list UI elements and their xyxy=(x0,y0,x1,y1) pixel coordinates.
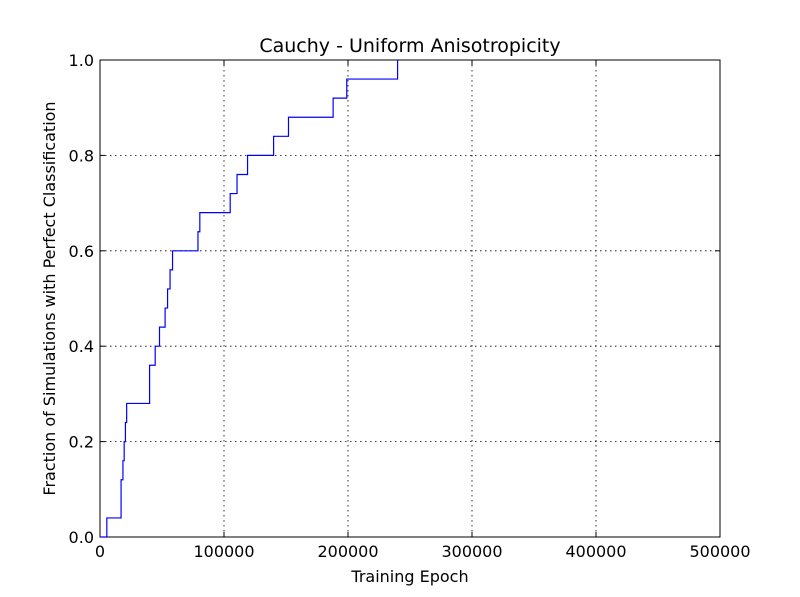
plot-frame xyxy=(99,59,721,538)
x-tick-label: 200000 xyxy=(317,542,378,561)
grid xyxy=(99,59,721,538)
x-tick-label: 0 xyxy=(95,542,105,561)
x-tick-label: 100000 xyxy=(193,542,254,561)
series-line xyxy=(100,60,399,538)
y-tick-label: 0.2 xyxy=(69,433,94,452)
y-tick-label: 0.4 xyxy=(69,337,94,356)
x-tick-label: 500000 xyxy=(689,542,750,561)
y-tick-label: 0.8 xyxy=(69,146,94,165)
x-axis: 0 100000 200000 300000 400000 500000 xyxy=(95,60,751,561)
y-tick-label: 0.6 xyxy=(69,242,94,261)
chart-title: Cauchy - Uniform Anisotropicity xyxy=(259,35,560,57)
y-tick-label: 1.0 xyxy=(69,51,94,70)
x-tick-label: 300000 xyxy=(441,542,502,561)
x-tick-label: 400000 xyxy=(565,542,626,561)
y-tick-label: 0.0 xyxy=(69,528,94,547)
x-axis-label: Training Epoch xyxy=(350,567,468,586)
y-axis-label: Fraction of Simulations with Perfect Cla… xyxy=(40,101,59,495)
y-axis: 0.0 0.2 0.4 0.6 0.8 1.0 xyxy=(69,51,720,547)
